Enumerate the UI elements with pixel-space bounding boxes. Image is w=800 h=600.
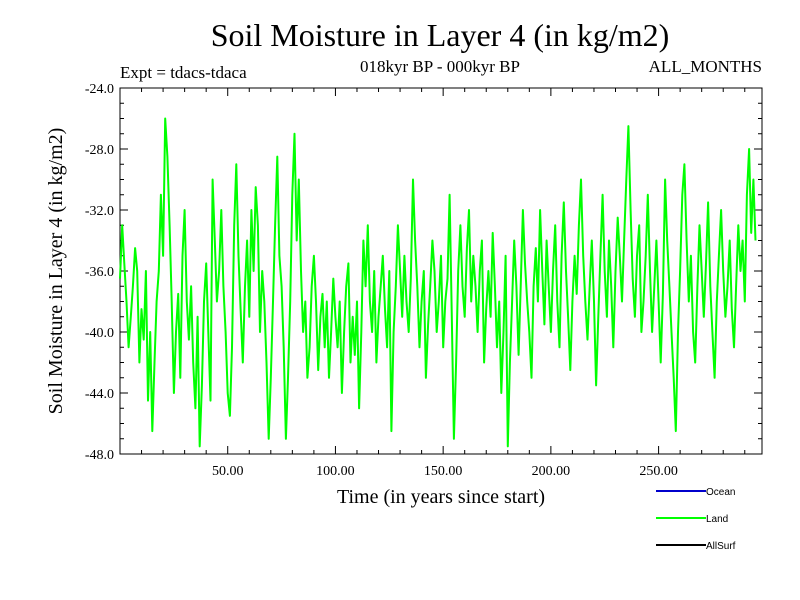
experiment-label: Expt = tdacs-tdaca <box>120 63 247 82</box>
y-tick-label: -32.0 <box>85 204 114 219</box>
legend-label-land: Land <box>706 514 728 525</box>
series-line-land <box>119 117 757 448</box>
y-tick-label: -44.0 <box>85 387 114 402</box>
y-tick-label: -48.0 <box>85 448 114 463</box>
y-tick-label: -24.0 <box>85 82 114 97</box>
x-tick-label: 200.00 <box>532 464 571 479</box>
chart-title: Soil Moisture in Layer 4 (in kg/m2) <box>211 17 670 53</box>
y-tick-label: -28.0 <box>85 143 114 158</box>
series-layer <box>119 117 757 448</box>
axis-ticks: 50.00 100.00 150.00 200.00 250.00 -24.0 -28.0 -… <box>85 82 762 479</box>
months-label: ALL_MONTHS <box>649 57 762 76</box>
y-tick-label: -40.0 <box>85 326 114 341</box>
x-tick-label: 100.00 <box>316 464 355 479</box>
legend-label-ocean: Ocean <box>706 487 735 498</box>
x-tick-label: 50.00 <box>212 464 244 479</box>
legend-label-allsurf: AllSurf <box>706 541 736 552</box>
legend: Ocean Land AllSurf <box>656 487 736 552</box>
y-tick-label: -36.0 <box>85 265 114 280</box>
x-tick-label: 150.00 <box>424 464 463 479</box>
x-axis-label: Time (in years since start) <box>337 486 545 508</box>
x-tick-label: 250.00 <box>639 464 678 479</box>
period-label: 018kyr BP - 000kyr BP <box>360 57 520 76</box>
y-axis-label: Soil Moisture in Layer 4 (in kg/m2) <box>45 128 67 415</box>
